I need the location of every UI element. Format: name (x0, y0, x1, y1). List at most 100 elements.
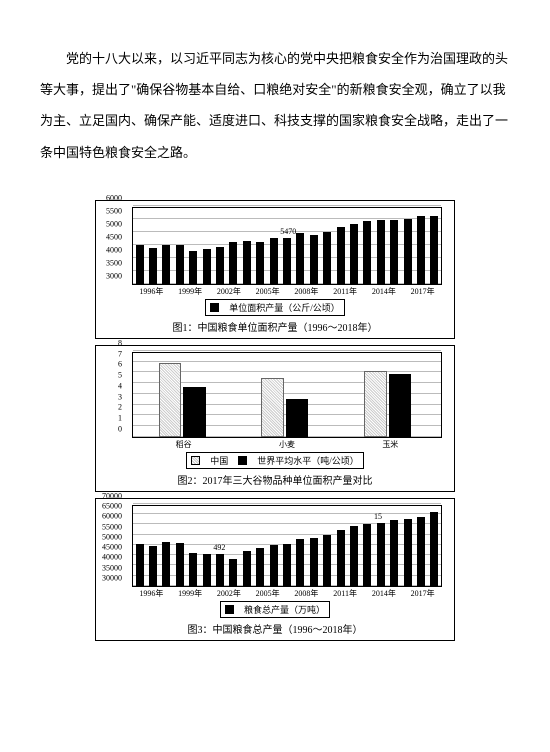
bar (203, 249, 211, 284)
xlabel: 2014年 (365, 588, 404, 599)
xlabel: 2017年 (403, 588, 442, 599)
xlabel: 1996年 (132, 588, 171, 599)
ylabel: 2 (118, 403, 122, 412)
bar-world (389, 374, 412, 436)
bar (350, 526, 358, 585)
bar (136, 245, 144, 283)
bar (270, 545, 278, 586)
xlabel: 2014年 (365, 286, 404, 297)
intro-paragraph: 党的十八大以来，以习近平同志为核心的党中央把粮食安全作为治国理政的头等大事，提出… (40, 43, 510, 168)
chart3-plot: 49215 (132, 505, 442, 587)
chart3-legend: 粮食总产量（万吨） (220, 601, 330, 618)
ylabel: 30000 (102, 573, 122, 582)
bar (390, 220, 398, 284)
bar (296, 539, 304, 586)
chart1-caption: 图1：中国粮食单位面积产量（1996～2018年） (102, 319, 448, 334)
bar (390, 520, 398, 586)
gridline (133, 513, 441, 514)
bar (430, 512, 438, 585)
legend-swatch-icon (191, 456, 200, 465)
legend-swatch-icon (225, 605, 234, 614)
xlabel: 小麦 (235, 439, 338, 450)
ylabel: 6 (118, 360, 122, 369)
xlabel: 2017年 (403, 286, 442, 297)
chart2: 012345678 稻谷小麦玉米 中国世界平均水平（吨/公顷） 图2：2017年… (95, 345, 455, 492)
xlabel: 1999年 (171, 588, 210, 599)
bar (176, 245, 184, 284)
ylabel: 7 (118, 349, 122, 358)
bar (162, 245, 170, 284)
bar (363, 524, 371, 586)
bar (296, 233, 304, 284)
bar (377, 220, 385, 284)
chart3-ylabels: 3000035000400004500050000550006000065000… (96, 505, 124, 587)
legend-label: 中国 (210, 454, 228, 467)
ylabel: 5000 (106, 219, 122, 228)
xlabel: 2011年 (326, 588, 365, 599)
bar (189, 553, 197, 586)
chart2-caption: 图2：2017年三大谷物品种单位面积产量对比 (102, 472, 448, 487)
annotation: 5470 (280, 227, 296, 236)
bar (430, 216, 438, 284)
ylabel: 65000 (102, 502, 122, 511)
bar-china (261, 378, 284, 437)
bar (176, 543, 184, 586)
bar (203, 554, 211, 585)
bar (377, 523, 385, 586)
bar (256, 548, 264, 586)
chart1-legend-label: 单位面积产量（公斤/公顷） (229, 301, 340, 314)
bar-china (364, 371, 387, 437)
bar (189, 251, 197, 284)
xlabel: 2002年 (210, 286, 249, 297)
xlabel: 稻谷 (132, 439, 235, 450)
chart3-xlabels: 1996年1999年2002年2005年2008年2011年2014年2017年 (132, 588, 442, 599)
ylabel: 6000 (106, 193, 122, 202)
bar (283, 238, 291, 284)
xlabel: 玉米 (339, 439, 442, 450)
xlabel: 1996年 (132, 286, 171, 297)
bar (243, 551, 251, 586)
ylabel: 1 (118, 414, 122, 423)
chart1: 3000350040004500500055006000 5470 1996年1… (95, 200, 455, 339)
annotation: 15 (374, 512, 382, 521)
ylabel: 5500 (106, 206, 122, 215)
bar-world (183, 387, 206, 436)
chart3: 3000035000400004500050000550006000065000… (95, 498, 455, 641)
chart2-legend: 中国 世界平均水平（吨/公顷） (186, 452, 364, 469)
bar (404, 519, 412, 586)
bar (149, 248, 157, 284)
ylabel: 3000 (106, 271, 122, 280)
xlabel: 2005年 (248, 588, 287, 599)
gridline (133, 350, 441, 351)
xlabel: 2008年 (287, 286, 326, 297)
bar (136, 544, 144, 586)
bar (243, 241, 251, 284)
xlabel: 2011年 (326, 286, 365, 297)
chart2-plot (132, 352, 442, 438)
bar (149, 546, 157, 586)
bar-world (286, 399, 309, 437)
chart3-caption: 图3：中国粮食总产量（1996～2018年） (102, 621, 448, 636)
legend-swatch-icon (210, 303, 219, 312)
gridline (133, 205, 441, 206)
bar (216, 554, 224, 586)
ylabel: 60000 (102, 512, 122, 521)
ylabel: 5 (118, 371, 122, 380)
bar (270, 238, 278, 284)
ylabel: 4500 (106, 232, 122, 241)
bar (417, 517, 425, 586)
bar-china (159, 363, 182, 437)
chart3-legend-label: 粮食总产量（万吨） (244, 603, 325, 616)
legend-label: 世界平均水平（吨/公顷） (257, 454, 359, 467)
gridline (133, 503, 441, 504)
chart1-legend: 单位面积产量（公斤/公顷） (205, 299, 345, 316)
bar (229, 559, 237, 586)
ylabel: 35000 (102, 563, 122, 572)
bar (310, 538, 318, 585)
chart1-ylabels: 3000350040004500500055006000 (96, 207, 124, 285)
ylabel: 45000 (102, 543, 122, 552)
bar (229, 242, 237, 284)
bar (404, 219, 412, 284)
bar (216, 247, 224, 283)
ylabel: 40000 (102, 553, 122, 562)
